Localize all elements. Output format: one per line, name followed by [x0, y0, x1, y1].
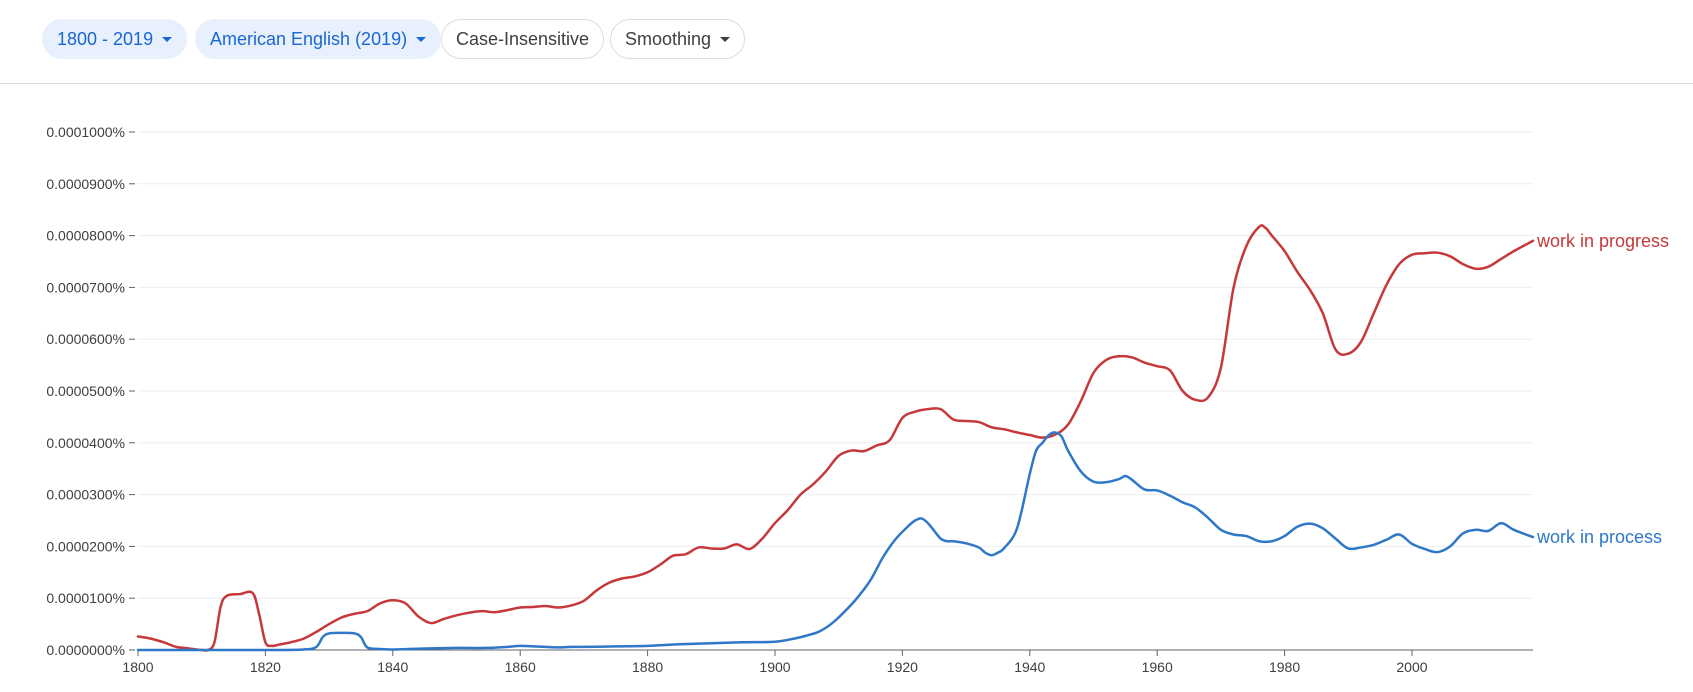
chevron-down-icon [720, 36, 731, 42]
case-insensitive-label: Case-Insensitive [456, 28, 590, 49]
corpus-dropdown[interactable]: American English (2019) [195, 19, 442, 59]
x-tick-label: 1860 [505, 659, 536, 675]
corpus-label: American English (2019) [210, 28, 408, 49]
year-range-label: 1800 - 2019 [57, 28, 154, 49]
smoothing-label: Smoothing [625, 28, 712, 49]
smoothing-dropdown[interactable]: Smoothing [610, 19, 746, 59]
x-tick-label: 1880 [632, 659, 663, 675]
x-tick-label: 2000 [1396, 659, 1427, 675]
series-label-work-in-progress[interactable]: work in progress [1536, 231, 1669, 251]
case-insensitive-toggle[interactable]: Case-Insensitive [441, 19, 605, 59]
chevron-down-icon [162, 36, 173, 42]
year-range-dropdown[interactable]: 1800 - 2019 [42, 19, 188, 59]
series-lines [136, 224, 1535, 652]
x-tick-label: 1920 [887, 659, 918, 675]
y-tick-label: 0.0000100% [46, 590, 125, 606]
y-tick-label: 0.0000300% [46, 487, 125, 503]
y-tick-label: 0.0000500% [46, 383, 125, 399]
series-line-work-in-process[interactable] [136, 431, 1535, 652]
x-tick-label: 1960 [1142, 659, 1173, 675]
chevron-down-icon [416, 36, 427, 42]
x-tick-label: 1940 [1014, 659, 1045, 675]
x-tick-label: 1800 [122, 659, 153, 675]
series-label-work-in-process[interactable]: work in process [1536, 527, 1662, 547]
y-axis: 0.0000000% 0.0000100% 0.0000200% 0.0000300%… [46, 124, 135, 658]
x-tick-label: 1900 [759, 659, 790, 675]
y-tick-label: 0.0001000% [46, 124, 125, 140]
x-axis: 1800 1820 1840 1860 1880 1900 1920 1940 1960 1980… [122, 649, 1533, 675]
y-tick-label: 0.0000000% [46, 642, 125, 658]
series-labels: work in progress work in process [1536, 231, 1669, 547]
y-tick-label: 0.0000700% [46, 279, 125, 295]
toolbar: 1800 - 2019 American English (2019) Case… [0, 0, 1693, 84]
x-tick-label: 1840 [377, 659, 408, 675]
gridlines [138, 131, 1533, 599]
series-line-work-in-progress[interactable] [136, 224, 1535, 652]
y-tick-label: 0.0000900% [46, 176, 125, 192]
y-tick-label: 0.0000600% [46, 331, 125, 347]
ngram-chart: 0.0000000% 0.0000100% 0.0000200% 0.0000300%… [46, 124, 1669, 675]
y-tick-label: 0.0000400% [46, 435, 125, 451]
x-tick-label: 1980 [1269, 659, 1300, 675]
y-tick-label: 0.0000200% [46, 538, 125, 554]
x-tick-label: 1820 [250, 659, 281, 675]
y-tick-label: 0.0000800% [46, 228, 125, 244]
